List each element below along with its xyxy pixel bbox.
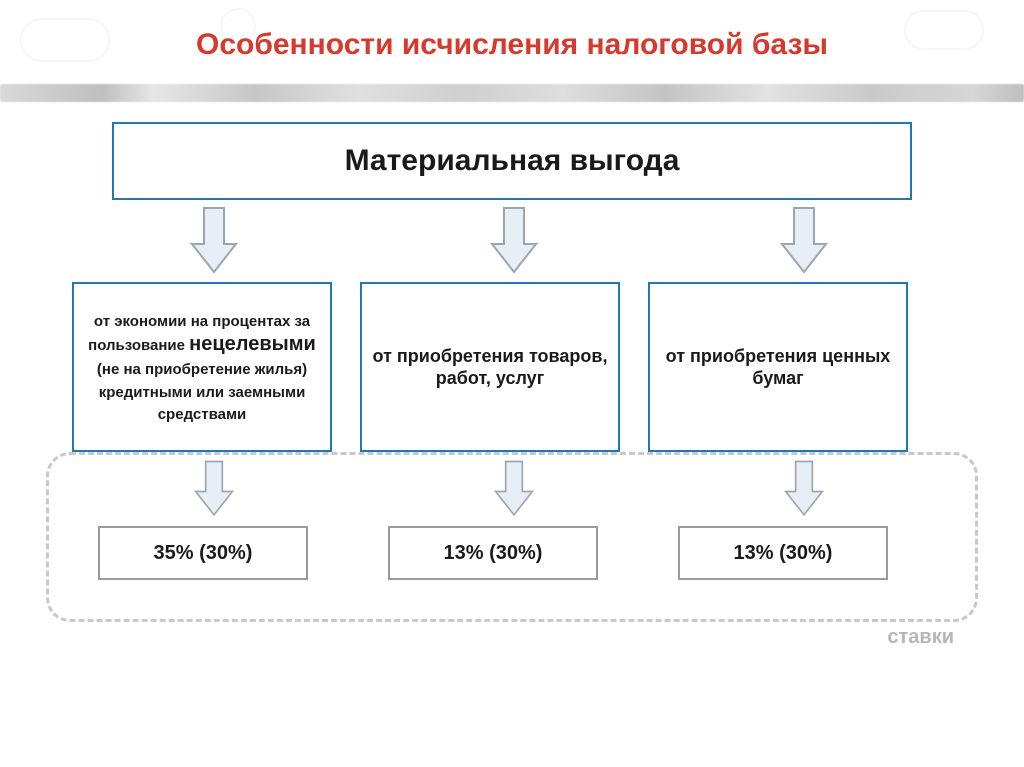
arrow-top-1 — [190, 206, 238, 276]
arrow-top-3 — [780, 206, 828, 276]
rate-box-1: 35% (30%) — [98, 526, 308, 580]
branch-box-1: от экономии на процентах за пользование … — [72, 282, 332, 452]
torn-divider — [0, 84, 1024, 102]
main-box: Материальная выгода — [112, 122, 912, 200]
rate-box-2: 13% (30%) — [388, 526, 598, 580]
branch-box-2: от приобретения товаров, работ, услуг — [360, 282, 620, 452]
branch-box-3: от приобретения ценных бумаг — [648, 282, 908, 452]
page-title: Особенности исчисления налоговой базы — [0, 0, 1024, 62]
rates-label: ставки — [887, 626, 954, 649]
arrow-top-2 — [490, 206, 538, 276]
rate-box-3: 13% (30%) — [678, 526, 888, 580]
